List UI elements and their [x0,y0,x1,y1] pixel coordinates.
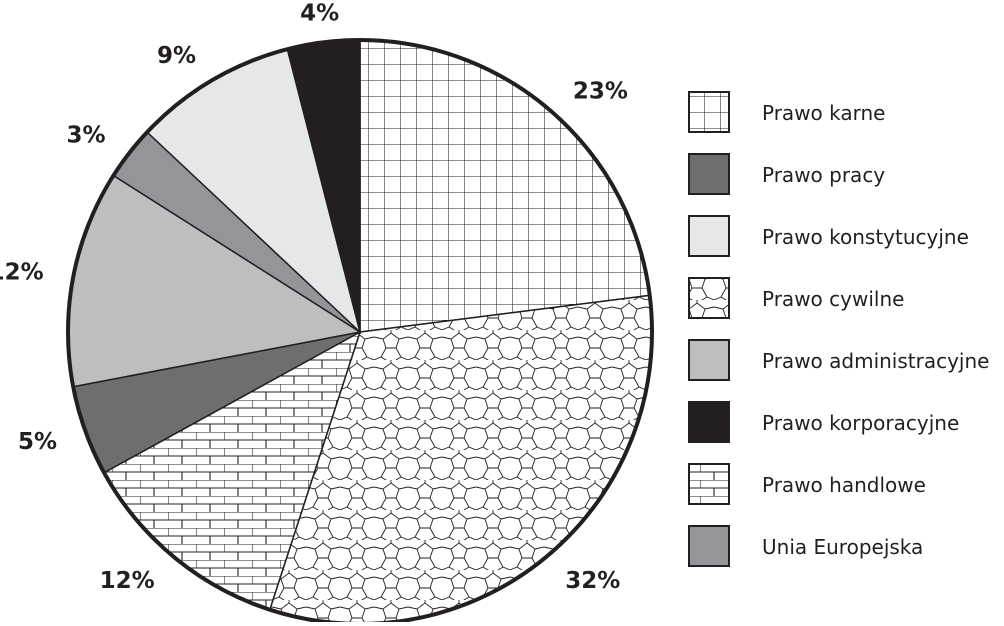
pie-value-label-prawo-korporacyjne: 4% [300,1,339,27]
legend-swatch-unia-europejska [688,525,730,567]
legend-item-prawo-konstytucyjne: Prawo konstytucyjne [688,215,969,257]
legend-item-prawo-administracyjne: Prawo administracyjne [688,339,989,381]
pie-value-label-prawo-pracy: 5% [18,429,57,455]
legend-swatch-prawo-administracyjne [688,339,730,381]
legend-label-prawo-handlowe: Prawo handlowe [762,473,926,497]
legend-item-unia-europejska: Unia Europejska [688,525,923,567]
legend-label-prawo-pracy: Prawo pracy [762,163,885,187]
legend-swatch-prawo-handlowe [688,463,730,505]
legend-item-prawo-cywilne: Prawo cywilne [688,277,904,319]
legend-swatch-prawo-pracy [688,153,730,195]
legend: Prawo karne Prawo pracy Prawo konstytucyjn… [688,91,989,567]
legend-item-prawo-pracy: Prawo pracy [688,153,885,195]
pie-value-label-prawo-handlowe: 12% [100,568,155,594]
legend-swatch-prawo-cywilne [688,277,730,319]
pie-value-labels: 23% 32% 12% 5% 12% 3% 9% 4% [0,1,628,595]
legend-label-prawo-administracyjne: Prawo administracyjne [762,349,989,373]
legend-item-prawo-korporacyjne: Prawo korporacyjne [688,401,959,443]
legend-label-prawo-cywilne: Prawo cywilne [762,287,904,311]
legend-item-prawo-handlowe: Prawo handlowe [688,463,926,505]
pie-value-label-prawo-konstytucyjne: 9% [157,43,196,69]
pie-slices [66,38,654,626]
legend-label-prawo-korporacyjne: Prawo korporacyjne [762,411,959,435]
pie-value-label-prawo-karne: 23% [573,79,628,105]
legend-swatch-prawo-konstytucyjne [688,215,730,257]
pie-value-label-unia-europejska: 3% [67,123,106,149]
legend-label-prawo-konstytucyjne: Prawo konstytucyjne [762,225,969,249]
legend-swatch-prawo-korporacyjne [688,401,730,443]
pie-value-label-prawo-cywilne: 32% [565,568,620,594]
pie-value-label-prawo-administracyjne: 12% [0,260,44,286]
legend-label-unia-europejska: Unia Europejska [762,535,923,559]
legend-label-prawo-karne: Prawo karne [762,101,885,125]
legend-item-prawo-karne: Prawo karne [688,91,885,133]
legend-swatch-prawo-karne [688,91,730,133]
